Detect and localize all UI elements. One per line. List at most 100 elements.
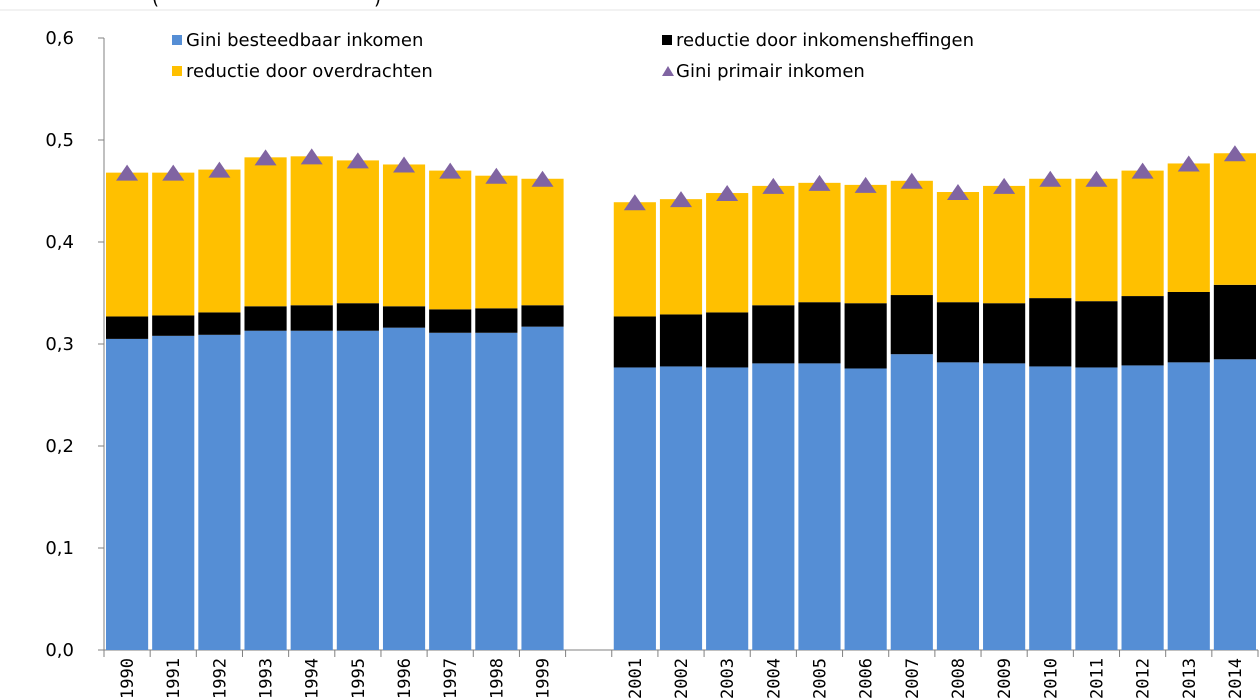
bar-reductie-overdrachten: [613, 202, 656, 317]
marker-gini-primair: [946, 184, 969, 201]
marker-gini-primair: [346, 152, 369, 169]
bar-reductie-heffingen: [429, 309, 472, 333]
legend-label: Gini primair inkomen: [676, 61, 865, 82]
x-tick-label: 1990: [118, 658, 138, 699]
bar-reductie-heffingen: [890, 295, 933, 355]
x-tick-label: 1997: [441, 658, 461, 699]
marker-gini-primair: [1085, 170, 1108, 187]
bar-reductie-overdrachten: [798, 182, 841, 303]
bar-gini-besteedbaar: [752, 363, 795, 650]
legend-item-gini-besteedbaar: Gini besteedbaar inkomen: [172, 30, 423, 51]
legend-item-reductie-heffingen: reductie door inkomensheffingen: [662, 30, 974, 51]
bar-reductie-heffingen: [244, 306, 287, 331]
bar-reductie-overdrachten: [521, 178, 564, 306]
bar-gini-besteedbaar: [1075, 367, 1118, 650]
plot-area: 0,0 0,1 0,2 0,3 0,4 0,5 0,6 1990 1991 1992 1993 199…: [0, 9, 1260, 699]
bar-reductie-heffingen: [1075, 301, 1118, 368]
marker-gini-primair: [393, 156, 416, 173]
bar-reductie-overdrachten: [475, 175, 518, 309]
x-tick-label: 2014: [1226, 658, 1246, 699]
bar-reductie-overdrachten: [198, 169, 241, 313]
x-tick-label: 1991: [164, 658, 184, 699]
y-tick-label: 0,1: [45, 538, 74, 559]
bar-reductie-heffingen: [844, 303, 887, 369]
x-tick-label: 2010: [1041, 658, 1061, 699]
x-tick-label: 2011: [1087, 658, 1107, 699]
bar-reductie-overdrachten: [983, 185, 1026, 304]
x-tick-label: 2005: [810, 658, 830, 699]
bar-gini-besteedbaar: [706, 367, 749, 650]
bar-reductie-overdrachten: [936, 192, 980, 303]
bar-reductie-overdrachten: [659, 199, 703, 315]
marker-gini-primair: [162, 164, 185, 181]
marker-gini-primair: [1223, 145, 1246, 162]
y-tick-label: 0,2: [45, 436, 74, 457]
marker-gini-primair: [623, 194, 646, 211]
bar-gini-besteedbaar: [983, 363, 1026, 650]
x-tick-label: 1996: [395, 658, 415, 699]
marker-gini-primair: [762, 177, 785, 194]
bar-reductie-overdrachten: [1075, 178, 1118, 302]
marker-gini-primair: [670, 191, 692, 208]
x-tick-label: 1998: [487, 658, 507, 699]
bar-reductie-heffingen: [106, 316, 149, 339]
bar-reductie-overdrachten: [1121, 170, 1164, 297]
marker-gini-primair: [1131, 162, 1154, 179]
x-tick-label: 2008: [949, 658, 969, 699]
legend-item-reductie-overdrachten: reductie door overdrachten: [172, 61, 433, 82]
bar-reductie-heffingen: [290, 305, 333, 331]
chart-header-fragment-close: ): [374, 0, 381, 9]
bar-gini-besteedbaar: [844, 368, 887, 650]
x-tick-label: 1994: [303, 658, 323, 699]
bar-reductie-overdrachten: [1029, 178, 1072, 299]
y-tick-label: 0,3: [45, 334, 74, 355]
marker-gini-primair: [1039, 170, 1062, 187]
marker-gini-primair: [439, 162, 462, 179]
legend-item-gini-primair: Gini primair inkomen: [662, 61, 865, 82]
bar-reductie-overdrachten: [890, 180, 933, 296]
marker-gini-primair: [716, 185, 739, 202]
marker-gini-primair: [993, 177, 1016, 194]
x-tick-label: 2007: [903, 658, 923, 699]
bar-gini-besteedbaar: [613, 367, 656, 650]
x-tick-label: 1993: [257, 658, 277, 699]
x-tick-label: 2012: [1134, 658, 1154, 699]
bar-reductie-heffingen: [659, 314, 703, 367]
chart-header-fragment: (: [152, 0, 159, 9]
bar-reductie-heffingen: [798, 302, 841, 364]
legend-label: reductie door overdrachten: [186, 61, 433, 82]
bar-reductie-heffingen: [1029, 298, 1072, 367]
x-tick-label: 2006: [857, 658, 877, 699]
legend-label: reductie door inkomensheffingen: [676, 30, 974, 51]
legend-swatch: [172, 66, 182, 76]
bar-reductie-overdrachten: [152, 172, 195, 316]
bar-gini-besteedbaar: [659, 366, 703, 650]
bar-gini-besteedbaar: [475, 332, 518, 650]
y-tick-label: 0,5: [45, 130, 74, 151]
marker-gini-primair: [485, 167, 508, 184]
bar-reductie-heffingen: [521, 305, 564, 327]
bar-reductie-heffingen: [1167, 291, 1210, 363]
x-tick-label: 2004: [764, 658, 784, 699]
y-tick-label: 0,6: [45, 28, 74, 49]
bar-gini-besteedbaar: [1121, 365, 1164, 650]
x-tick-label: 1999: [534, 658, 554, 699]
x-tick-label: 2009: [995, 658, 1015, 699]
bar-gini-besteedbaar: [429, 332, 472, 650]
bar-reductie-overdrachten: [1213, 153, 1256, 285]
marker-gini-primair: [531, 170, 554, 187]
marker-gini-primair: [254, 149, 277, 166]
x-tick-label: 2003: [718, 658, 738, 699]
bar-gini-besteedbaar: [382, 327, 426, 650]
bar-gini-besteedbaar: [106, 338, 149, 650]
bar-reductie-overdrachten: [1167, 163, 1210, 292]
bar-gini-besteedbaar: [521, 326, 564, 650]
bar-gini-besteedbaar: [198, 334, 241, 650]
bar-gini-besteedbaar: [890, 354, 933, 650]
bar-gini-besteedbaar: [336, 330, 379, 650]
bar-gini-besteedbaar: [798, 363, 841, 650]
marker-gini-primair: [1177, 155, 1200, 172]
bar-reductie-heffingen: [752, 305, 795, 364]
marker-gini-primair: [808, 174, 831, 191]
